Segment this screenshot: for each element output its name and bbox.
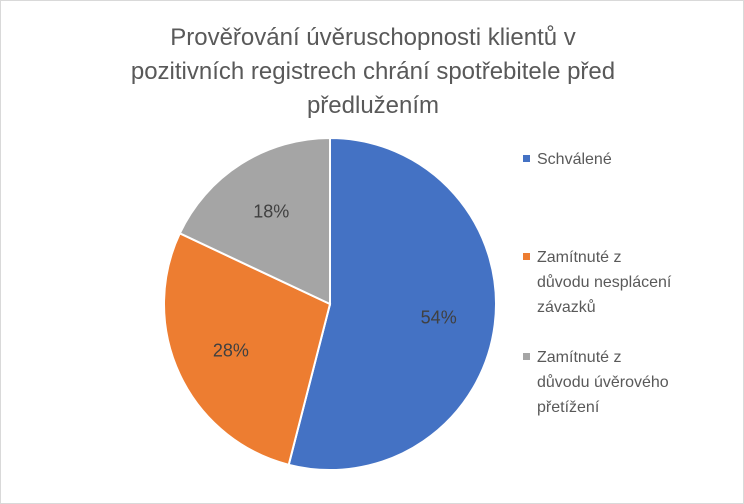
- pie-slice-rejected-overload: [178, 136, 331, 306]
- data-label-rejected-nonpayment: 28%: [213, 341, 249, 361]
- chart-title-line-1: Prověřování úvěruschopnosti klientů v: [170, 24, 576, 51]
- legend-label-line: Schválené: [537, 151, 612, 168]
- legend-label-rejected-overload: Zamítnuté z důvodu úvěrového přetížení: [537, 345, 717, 420]
- legend-label-line: důvodu úvěrového: [537, 374, 669, 391]
- legend-swatch-approved: [523, 155, 530, 162]
- legend-label-rejected-nonpayment: Zamítnuté z důvodu nesplácení závazků: [537, 245, 717, 320]
- pie-slice-approved: [287, 136, 497, 471]
- legend-label-line: Zamítnuté z: [537, 249, 622, 266]
- data-label-approved: 54%: [421, 308, 457, 328]
- data-label-rejected-overload: 18%: [253, 201, 289, 221]
- legend-label-approved: Schválené: [537, 147, 717, 172]
- chart-title: Prověřování úvěruschopnosti klientů v po…: [41, 21, 705, 123]
- chart-title-line-2: pozitivních registrech chrání spotřebite…: [130, 58, 616, 85]
- legend-swatch-rejected-nonpayment: [523, 253, 530, 260]
- pie-slice-rejected-nonpayment: [163, 231, 332, 467]
- legend-label-line: přetížení: [537, 399, 600, 416]
- legend-label-line: důvodu nesplácení: [537, 274, 672, 291]
- chart-title-line-3: předlužením: [306, 92, 440, 119]
- legend-label-line: závazků: [537, 299, 596, 316]
- legend-swatch-rejected-overload: [523, 353, 530, 360]
- legend-label-line: Zamítnuté z: [537, 349, 622, 366]
